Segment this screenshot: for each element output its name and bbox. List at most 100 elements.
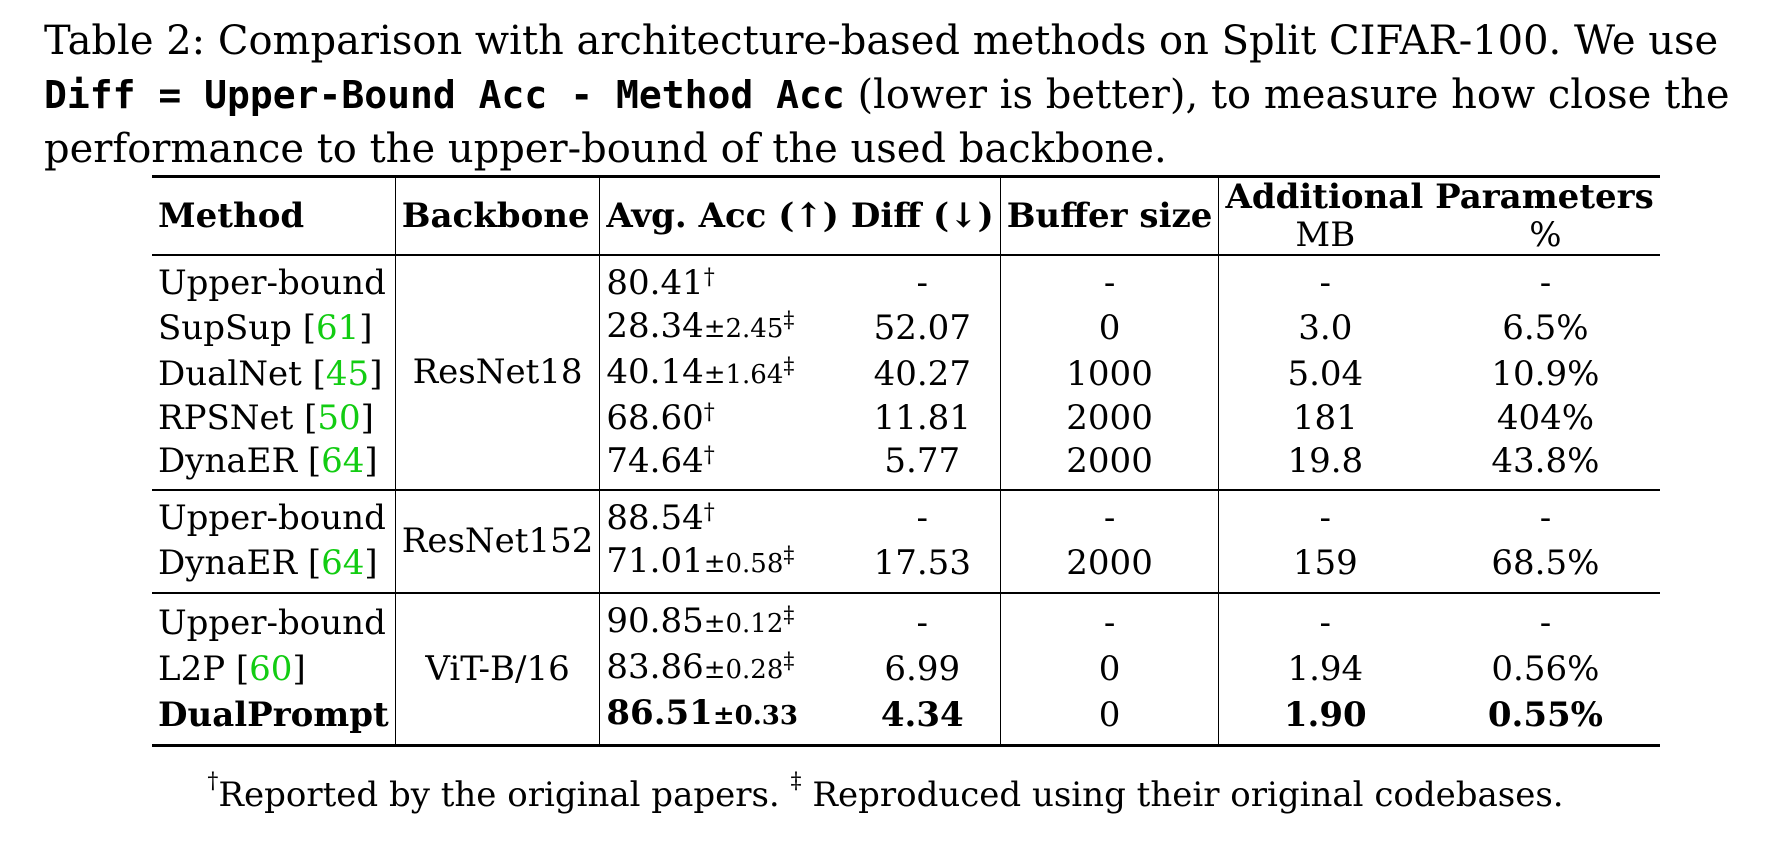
- cell-percent: -: [1431, 254, 1660, 305]
- method-name: DynaER: [158, 441, 308, 481]
- cell-percent: -: [1431, 592, 1660, 646]
- cell-avg-acc: 90.85±0.12‡: [599, 592, 845, 646]
- cell-mb: -: [1218, 592, 1432, 646]
- cell-diff: 6.99: [884, 648, 961, 689]
- acc-std: ±0.28: [703, 655, 784, 685]
- citation-link[interactable]: 64: [321, 441, 365, 481]
- caption-line-2-text: (lower is better), to measure how close …: [844, 72, 1730, 118]
- method-name: Upper-bound: [158, 263, 386, 303]
- acc-value: 28.34: [606, 306, 704, 346]
- header-row-2: MB %: [152, 216, 1660, 255]
- cell-method: SupSup [61]: [152, 305, 395, 351]
- cell-buffer-size: 0: [999, 646, 1219, 692]
- cell-buffer-size: 2000: [999, 540, 1219, 593]
- header-row-1: Method Backbone Avg. Acc (↑) Diff (↓) Bu…: [152, 175, 1660, 255]
- ref-bracket: [: [302, 307, 316, 348]
- acc-footnote-mark: †: [703, 265, 715, 290]
- table-row: DualNet [45] 40.14±1.64‡ 40.27 1000 5.04 10.9…: [152, 351, 1660, 397]
- method-name: SupSup: [158, 307, 303, 348]
- table-row: RPSNet [50] 68.60† 11.81 2000 181 404%: [152, 397, 1660, 440]
- acc-std: ±1.64: [703, 360, 784, 390]
- cell-mb: 1.94: [1218, 646, 1432, 692]
- header-diff: Diff (↓): [844, 175, 1001, 255]
- cell-buffer-size: 1000: [999, 351, 1219, 397]
- cell-method: RPSNet [50]: [152, 397, 395, 440]
- ref-bracket: ]: [360, 398, 374, 438]
- cell-method: DualPrompt: [152, 692, 396, 747]
- cell-buffer-size: -: [999, 254, 1219, 305]
- citation-link[interactable]: 61: [315, 307, 360, 348]
- cell-avg-acc: 86.51±0.33: [599, 692, 845, 747]
- cell-mb: -: [1218, 489, 1432, 540]
- acc-value: 83.86: [606, 647, 704, 687]
- acc-value: 40.14: [606, 352, 704, 392]
- cell-mb: 181: [1218, 397, 1432, 440]
- table-row: Upper-bound ResNet18 80.41† - - - -: [152, 254, 1660, 490]
- cell-method: DualNet [45]: [152, 351, 395, 397]
- acc-footnote-mark: ‡: [783, 308, 795, 333]
- cell-percent: 68.5%: [1491, 542, 1600, 583]
- acc-value: 80.41: [606, 263, 704, 303]
- table-footnote: †Reported by the original papers. ‡ Repr…: [0, 769, 1771, 815]
- cell-backbone: ResNet18: [394, 254, 600, 490]
- footnote-text-2: Reproduced using their original codebase…: [801, 775, 1564, 815]
- cell-percent: -: [1431, 489, 1660, 540]
- caption-line-3: performance to the upper-bound of the us…: [44, 126, 1167, 172]
- cell-avg-acc: 40.14±1.64‡: [599, 351, 845, 397]
- cell-avg-acc: 28.34±2.45‡: [599, 305, 845, 351]
- cell-method: Upper-bound: [152, 254, 396, 305]
- acc-footnote-mark: ‡: [783, 354, 795, 379]
- cell-diff: 52.07: [873, 307, 971, 348]
- acc-std: ±0.12: [703, 609, 784, 639]
- cell-percent: 404%: [1496, 398, 1595, 438]
- cell-diff: 40.27: [873, 353, 971, 394]
- method-name: DualNet: [158, 353, 313, 394]
- cell-mb: 1.90: [1218, 692, 1432, 747]
- table-body: Upper-bound ResNet18 80.41† - - - - SupSup [61]…: [152, 254, 1660, 747]
- header-buffer-size: Buffer size: [999, 175, 1219, 255]
- cell-percent: 43.8%: [1491, 441, 1600, 481]
- method-name: Upper-bound: [158, 498, 386, 538]
- acc-value: 74.64: [606, 441, 704, 481]
- header-mb: MB: [1218, 216, 1432, 255]
- ref-bracket: ]: [364, 542, 378, 583]
- acc-std: ±2.45: [703, 314, 784, 344]
- citation-link[interactable]: 50: [317, 398, 361, 438]
- ref-bracket: ]: [359, 307, 373, 348]
- ref-bracket: ]: [369, 353, 383, 394]
- ref-bracket: ]: [364, 441, 378, 481]
- header-method: Method: [152, 175, 396, 255]
- cell-diff: 11.81: [873, 398, 971, 438]
- header-additional-parameters: Additional Parameters: [1218, 175, 1660, 216]
- acc-footnote-mark: ‡: [783, 603, 795, 628]
- cell-method: DynaER [64]: [152, 540, 395, 593]
- caption-line-2: Diff = Upper-Bound Acc - Method Acc (low…: [44, 68, 1744, 122]
- method-name: Upper-bound: [158, 602, 386, 643]
- caption-line-1: Table 2: Comparison with architecture-ba…: [44, 18, 1719, 64]
- cell-mb: 159: [1218, 540, 1432, 593]
- method-name: DualPrompt: [158, 694, 389, 735]
- cell-percent: 0.55%: [1431, 692, 1660, 747]
- cell-buffer-size: 0: [999, 692, 1219, 747]
- acc-footnote-mark: ‡: [783, 543, 795, 568]
- ref-bracket: [: [307, 542, 322, 583]
- citation-link[interactable]: 45: [325, 353, 370, 394]
- cell-method: Upper-bound: [152, 489, 396, 540]
- acc-footnote-mark: †: [703, 500, 715, 525]
- header-backbone: Backbone: [394, 175, 600, 255]
- cell-diff: 17.53: [873, 542, 971, 583]
- cell-buffer-size: 2000: [999, 397, 1219, 440]
- comparison-table: Method Backbone Avg. Acc (↑) Diff (↓) Bu…: [152, 175, 1660, 747]
- acc-std: ±0.33: [712, 701, 798, 731]
- acc-value: 71.01: [606, 541, 704, 581]
- acc-footnote-mark: ‡: [783, 649, 795, 674]
- cell-backbone: ResNet152: [394, 489, 600, 593]
- table-caption: Table 2: Comparison with architecture-ba…: [44, 14, 1744, 176]
- citation-link[interactable]: 60: [249, 648, 293, 689]
- caption-code: Diff = Upper-Bound Acc - Method Acc: [44, 73, 845, 117]
- citation-link[interactable]: 64: [321, 542, 365, 583]
- cell-avg-acc: 68.60†: [599, 397, 845, 440]
- cell-buffer-size: -: [999, 592, 1219, 646]
- ref-bracket: [: [235, 648, 250, 689]
- cell-method: DynaER [64]: [152, 440, 395, 490]
